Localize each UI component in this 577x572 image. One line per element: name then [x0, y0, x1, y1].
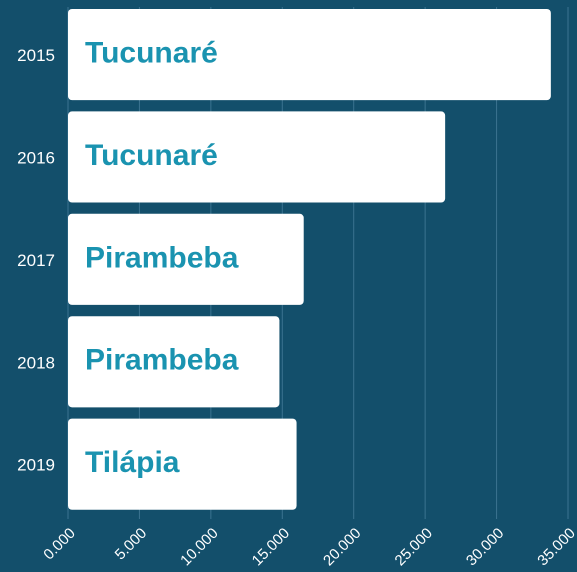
bar-label: Pirambeba [85, 344, 239, 377]
x-tick-label: 30.000 [463, 525, 507, 569]
y-tick-label: 2018 [17, 353, 55, 372]
x-tick-label: 25.000 [392, 525, 436, 569]
x-tick-label: 5.000 [112, 525, 151, 564]
bar-label: Tucunaré [85, 139, 218, 172]
bar-label: Pirambeba [85, 241, 239, 274]
x-tick-label: 15.000 [249, 525, 293, 569]
bar [68, 418, 297, 510]
x-tick-label: 35.000 [534, 525, 577, 569]
y-tick-label: 2019 [17, 456, 55, 475]
y-tick-label: 2016 [17, 148, 55, 167]
x-tick-label: 10.000 [177, 525, 221, 569]
x-tick-label: 20.000 [320, 525, 364, 569]
x-tick-label: 0.000 [40, 525, 79, 564]
bar [68, 316, 280, 408]
y-tick-label: 2015 [17, 46, 55, 65]
bar-label: Tucunaré [85, 36, 218, 69]
bar-label: Tilápia [85, 446, 180, 479]
bar [68, 213, 304, 305]
bar [68, 9, 551, 101]
bar [68, 111, 446, 203]
y-tick-label: 2017 [17, 251, 55, 270]
